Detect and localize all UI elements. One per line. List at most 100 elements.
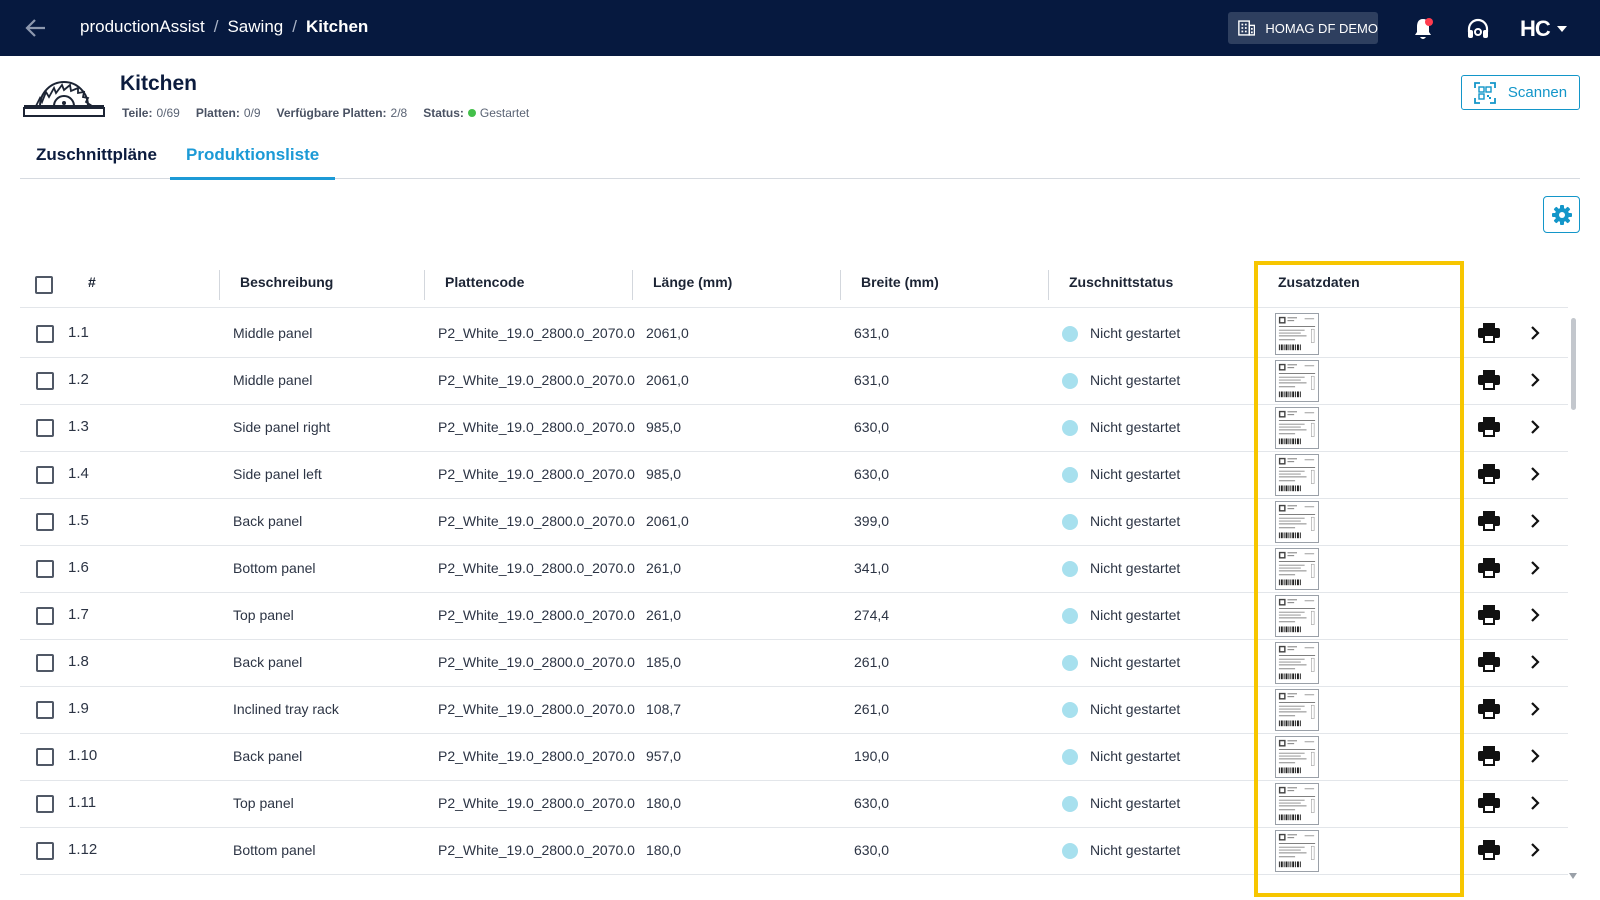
row-checkbox[interactable]	[36, 560, 54, 578]
label-preview-thumbnail[interactable]	[1275, 407, 1319, 449]
meta-parts: Teile: 0/69	[122, 106, 180, 120]
chevron-right-icon[interactable]	[1529, 559, 1541, 577]
chevron-right-icon[interactable]	[1529, 700, 1541, 718]
column-header-additional-data[interactable]: Zusatzdaten	[1278, 274, 1360, 290]
column-header-length[interactable]: Länge (mm)	[653, 274, 733, 290]
label-preview-thumbnail[interactable]	[1275, 548, 1319, 590]
table-row[interactable]: 1.10 Back panel P2_White_19.0_2800.0_207…	[20, 733, 1568, 781]
label-preview-thumbnail[interactable]	[1275, 830, 1319, 872]
chevron-right-icon[interactable]	[1529, 794, 1541, 812]
row-cutting-status: Nicht gestartet	[1090, 419, 1181, 435]
row-checkbox[interactable]	[36, 466, 54, 484]
printer-icon[interactable]	[1478, 746, 1500, 766]
chevron-right-icon[interactable]	[1529, 324, 1541, 342]
label-preview-thumbnail[interactable]	[1275, 595, 1319, 637]
row-cutting-status: Nicht gestartet	[1090, 372, 1181, 388]
row-checkbox[interactable]	[36, 795, 54, 813]
table-settings-button[interactable]	[1543, 196, 1580, 233]
chevron-right-icon[interactable]	[1529, 512, 1541, 530]
printer-icon[interactable]	[1478, 464, 1500, 484]
table-row[interactable]: 1.8 Back panel P2_White_19.0_2800.0_2070…	[20, 639, 1568, 687]
printer-icon[interactable]	[1478, 417, 1500, 437]
printer-icon[interactable]	[1478, 840, 1500, 860]
chevron-right-icon[interactable]	[1529, 653, 1541, 671]
chevron-right-icon[interactable]	[1529, 747, 1541, 765]
breadcrumb-sawing[interactable]: Sawing	[227, 17, 284, 36]
scan-button[interactable]: Scannen	[1461, 75, 1580, 110]
breadcrumb-separator: /	[292, 17, 297, 36]
row-checkbox[interactable]	[36, 513, 54, 531]
building-icon	[1238, 20, 1256, 36]
column-header-description[interactable]: Beschreibung	[240, 274, 334, 290]
row-number: 1.12	[68, 841, 98, 858]
label-preview-thumbnail[interactable]	[1275, 689, 1319, 731]
printer-icon[interactable]	[1478, 323, 1500, 343]
table-row[interactable]: 1.11 Top panel P2_White_19.0_2800.0_2070…	[20, 780, 1568, 828]
printer-icon[interactable]	[1478, 511, 1500, 531]
tab-cutting-plans[interactable]: Zuschnittpläne	[36, 145, 157, 164]
row-description: Middle panel	[233, 325, 313, 341]
row-width: 630,0	[854, 419, 890, 435]
scroll-down-arrow[interactable]	[1569, 873, 1577, 879]
chevron-right-icon[interactable]	[1529, 418, 1541, 436]
table-row[interactable]: 1.3 Side panel right P2_White_19.0_2800.…	[20, 404, 1568, 452]
column-header-width[interactable]: Breite (mm)	[861, 274, 939, 290]
printer-icon[interactable]	[1478, 605, 1500, 625]
app-logo-menu[interactable]: HC	[1520, 16, 1568, 42]
table-scrollbar[interactable]	[1571, 318, 1576, 410]
printer-icon[interactable]	[1478, 793, 1500, 813]
label-preview-thumbnail[interactable]	[1275, 783, 1319, 825]
label-preview-thumbnail[interactable]	[1275, 642, 1319, 684]
printer-icon[interactable]	[1478, 652, 1500, 672]
row-checkbox[interactable]	[36, 842, 54, 860]
top-navigation-bar: productionAssist / Sawing / Kitchen HOMA…	[0, 0, 1600, 56]
table-row[interactable]: 1.2 Middle panel P2_White_19.0_2800.0_20…	[20, 357, 1568, 405]
row-checkbox[interactable]	[36, 419, 54, 437]
row-cutting-status: Nicht gestartet	[1090, 748, 1181, 764]
printer-icon[interactable]	[1478, 558, 1500, 578]
table-row[interactable]: 1.6 Bottom panel P2_White_19.0_2800.0_20…	[20, 545, 1568, 593]
row-length: 261,0	[646, 607, 682, 623]
label-preview-thumbnail[interactable]	[1275, 736, 1319, 778]
arrow-left-icon[interactable]	[25, 18, 47, 38]
column-header-board-code[interactable]: Plattencode	[445, 274, 525, 290]
chevron-right-icon[interactable]	[1529, 371, 1541, 389]
table-row[interactable]: 1.12 Bottom panel P2_White_19.0_2800.0_2…	[20, 827, 1568, 875]
row-checkbox[interactable]	[36, 372, 54, 390]
label-preview-thumbnail[interactable]	[1275, 313, 1319, 355]
headset-icon[interactable]	[1466, 17, 1490, 41]
table-row[interactable]: 1.9 Inclined tray rack P2_White_19.0_280…	[20, 686, 1568, 734]
notifications-button[interactable]	[1412, 17, 1434, 41]
row-board-code: P2_White_19.0_2800.0_2070.0	[438, 325, 635, 341]
chevron-right-icon[interactable]	[1529, 841, 1541, 859]
row-checkbox[interactable]	[36, 701, 54, 719]
row-length: 185,0	[646, 654, 682, 670]
label-preview-thumbnail[interactable]	[1275, 501, 1319, 543]
printer-icon[interactable]	[1478, 699, 1500, 719]
label-preview-thumbnail[interactable]	[1275, 454, 1319, 496]
label-preview-thumbnail[interactable]	[1275, 360, 1319, 402]
row-number: 1.4	[68, 465, 89, 482]
tenant-selector-button[interactable]: HOMAG DF DEMO	[1228, 12, 1378, 44]
select-all-checkbox[interactable]	[35, 276, 53, 294]
row-checkbox[interactable]	[36, 654, 54, 672]
row-checkbox[interactable]	[36, 748, 54, 766]
breadcrumb-productionassist[interactable]: productionAssist	[80, 17, 205, 36]
row-checkbox[interactable]	[36, 607, 54, 625]
column-header-number[interactable]: #	[88, 274, 96, 290]
table-row[interactable]: 1.7 Top panel P2_White_19.0_2800.0_2070.…	[20, 592, 1568, 640]
table-row[interactable]: 1.1 Middle panel P2_White_19.0_2800.0_20…	[20, 310, 1568, 358]
table-row[interactable]: 1.5 Back panel P2_White_19.0_2800.0_2070…	[20, 498, 1568, 546]
printer-icon[interactable]	[1478, 370, 1500, 390]
status-dot	[1062, 702, 1078, 718]
row-length: 2061,0	[646, 513, 689, 529]
chevron-right-icon[interactable]	[1529, 465, 1541, 483]
row-width: 190,0	[854, 748, 890, 764]
row-number: 1.10	[68, 747, 98, 764]
row-checkbox[interactable]	[36, 325, 54, 343]
row-board-code: P2_White_19.0_2800.0_2070.0	[438, 372, 635, 388]
column-header-cutting-status[interactable]: Zuschnittstatus	[1069, 274, 1174, 290]
table-row[interactable]: 1.4 Side panel left P2_White_19.0_2800.0…	[20, 451, 1568, 499]
tab-production-list[interactable]: Produktionsliste	[170, 145, 336, 180]
chevron-right-icon[interactable]	[1529, 606, 1541, 624]
